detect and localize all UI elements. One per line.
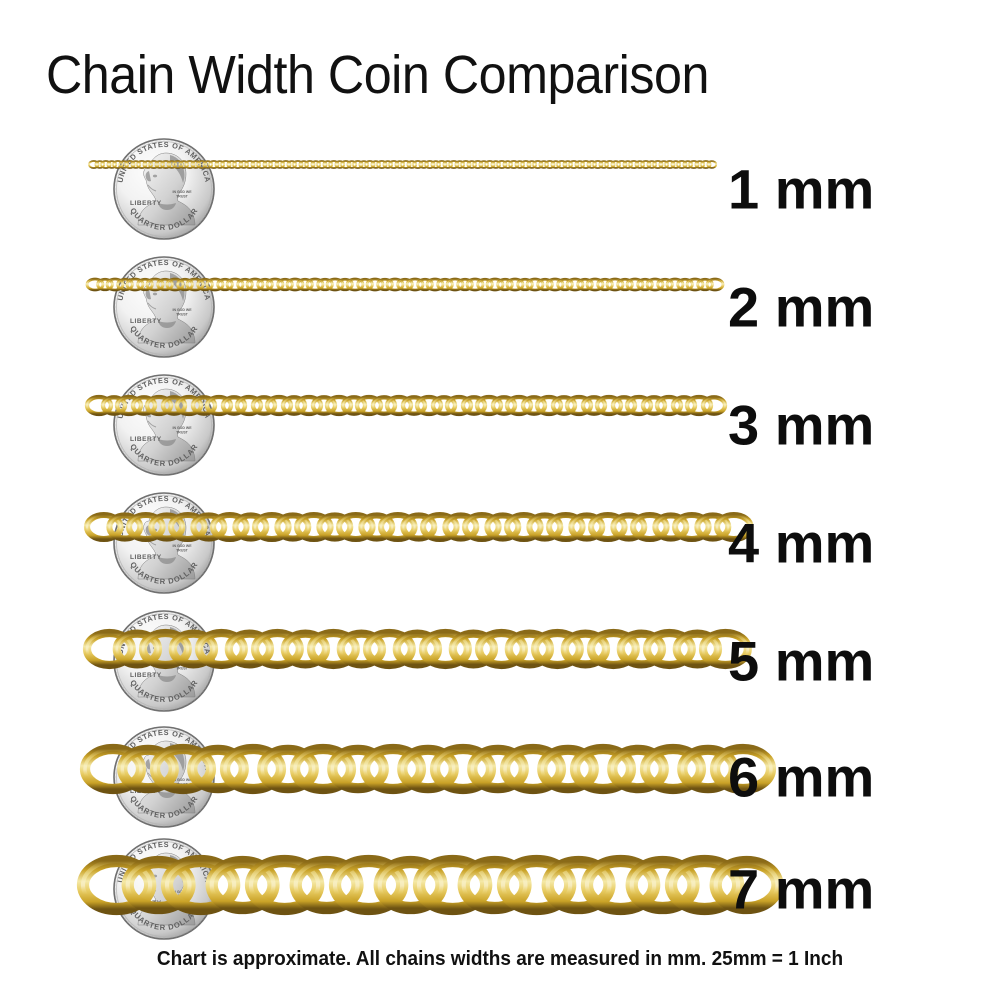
chain-width-label-2mm: 2 mm (728, 275, 875, 339)
chain-svg (83, 511, 754, 543)
chain-svg (82, 628, 752, 670)
coin-legend-liberty: LIBERTY (130, 318, 162, 325)
gold-chain-7mm (76, 854, 784, 919)
chain-svg (88, 160, 718, 169)
coin-legend-motto-1: IN GOD WE (172, 190, 192, 194)
coin-legend-liberty: LIBERTY (130, 200, 162, 207)
chain-width-label-5mm: 5 mm (728, 629, 875, 693)
chain-svg (76, 854, 784, 916)
gold-chain-1mm (88, 159, 718, 219)
chain-svg (79, 743, 777, 795)
chain-width-label-7mm: 7 mm (728, 857, 875, 921)
coin-legend-motto-2: TRUST (176, 194, 189, 198)
coin-legend-motto-1: IN GOD WE (172, 426, 192, 430)
gold-chain-2mm (85, 277, 725, 337)
coin-legend-motto-2: TRUST (176, 312, 189, 316)
coin-legend-liberty: LIBERTY (130, 672, 162, 679)
chain-svg (85, 277, 725, 292)
chain-svg (84, 394, 728, 417)
chain-row-7mm: UNITED STATES OF AMERICA QUARTER DOLLAR … (0, 830, 1000, 948)
chain-row-3mm: UNITED STATES OF AMERICA QUARTER DOLLAR … (0, 366, 1000, 484)
chain-width-label-3mm: 3 mm (728, 393, 875, 457)
coin-legend-motto-1: IN GOD WE (172, 544, 192, 548)
chain-row-1mm: UNITED STATES OF AMERICA QUARTER DOLLAR … (0, 130, 1000, 248)
footer-note: Chart is approximate. All chains widths … (156, 948, 844, 970)
gold-chain-4mm (83, 511, 754, 573)
chain-row-4mm: UNITED STATES OF AMERICA QUARTER DOLLAR … (0, 484, 1000, 602)
coin-legend-liberty: LIBERTY (130, 554, 162, 561)
chain-width-label-6mm: 6 mm (728, 745, 875, 809)
gold-chain-6mm (79, 743, 777, 807)
chain-row-6mm: UNITED STATES OF AMERICA QUARTER DOLLAR … (0, 718, 1000, 836)
gold-chain-3mm (84, 394, 732, 455)
page-title: Chain Width Coin Comparison (46, 45, 709, 105)
coin-legend-motto-1: IN GOD WE (172, 308, 192, 312)
chain-row-2mm: UNITED STATES OF AMERICA QUARTER DOLLAR … (0, 248, 1000, 366)
chain-width-label-1mm: 1 mm (728, 157, 875, 221)
coin-legend-motto-2: TRUST (176, 430, 189, 434)
gold-chain-5mm (82, 628, 753, 691)
chain-row-5mm: UNITED STATES OF AMERICA QUARTER DOLLAR … (0, 602, 1000, 720)
coin-legend-motto-2: TRUST (176, 666, 189, 670)
coin-legend-motto-2: TRUST (176, 548, 189, 552)
chain-width-label-4mm: 4 mm (728, 511, 875, 575)
coin-legend-motto-1: IN GOD WE (172, 778, 192, 782)
coin-legend-liberty: LIBERTY (130, 436, 162, 443)
